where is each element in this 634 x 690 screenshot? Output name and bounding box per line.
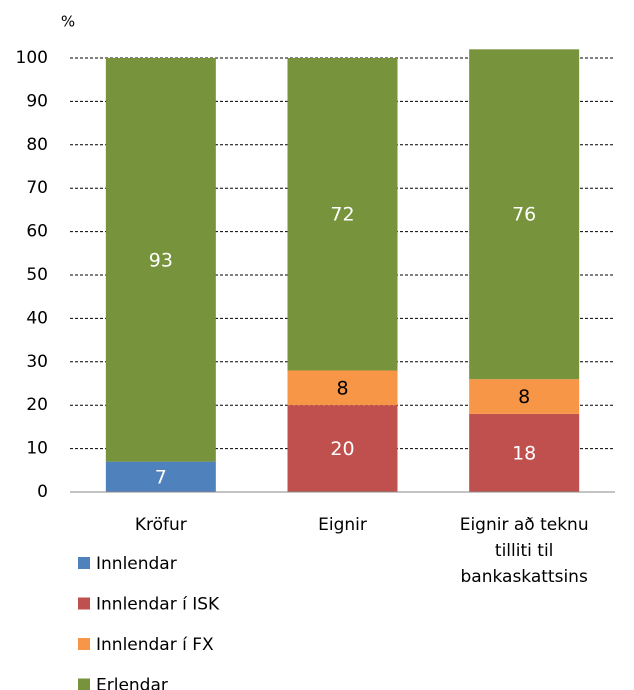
legend-label: Innlendar í FX [96,635,214,655]
y-axis-label: % [61,13,75,31]
data-label: 8 [518,386,530,408]
data-label: 8 [336,377,348,399]
y-tick-label: 30 [26,352,48,372]
legend-label: Innlendar í ISK [96,595,220,615]
legend-label: Erlendar [96,676,168,690]
y-tick-label: 80 [26,135,48,155]
legend-label: Innlendar [96,554,177,574]
bar-segment [105,461,216,492]
y-tick-label: 100 [16,48,48,68]
x-tick-label: Eignir að teknu tilliti til bankaskattsi… [459,515,589,587]
bar-segment [287,405,398,492]
y-tick-label: 40 [26,308,48,328]
y-tick-label: 0 [37,482,48,502]
y-tick-label: 70 [26,178,48,198]
bar-segment [469,379,580,414]
y-tick-label: 50 [26,265,48,285]
y-tick-label: 90 [26,91,48,111]
data-label: 72 [330,204,354,226]
legend-swatch [78,638,90,650]
legend-swatch [78,557,90,569]
bar-segment [469,49,580,380]
y-tick-label: 20 [26,395,48,415]
data-label: 93 [149,249,173,271]
data-label: 76 [512,204,536,226]
data-label: 7 [155,466,167,488]
x-tick-label: Kröfur [134,515,187,535]
y-tick-label: 60 [26,222,48,242]
legend-swatch [78,678,90,690]
data-label: 20 [330,438,354,460]
data-label: 18 [512,442,536,464]
bar-segment [105,58,216,462]
bar-segment [469,413,580,492]
y-tick-label: 10 [26,439,48,459]
bar-segment [287,58,398,371]
legend-swatch [78,597,90,610]
x-tick-label: Eignir [318,515,367,535]
bar-segment [287,370,398,406]
